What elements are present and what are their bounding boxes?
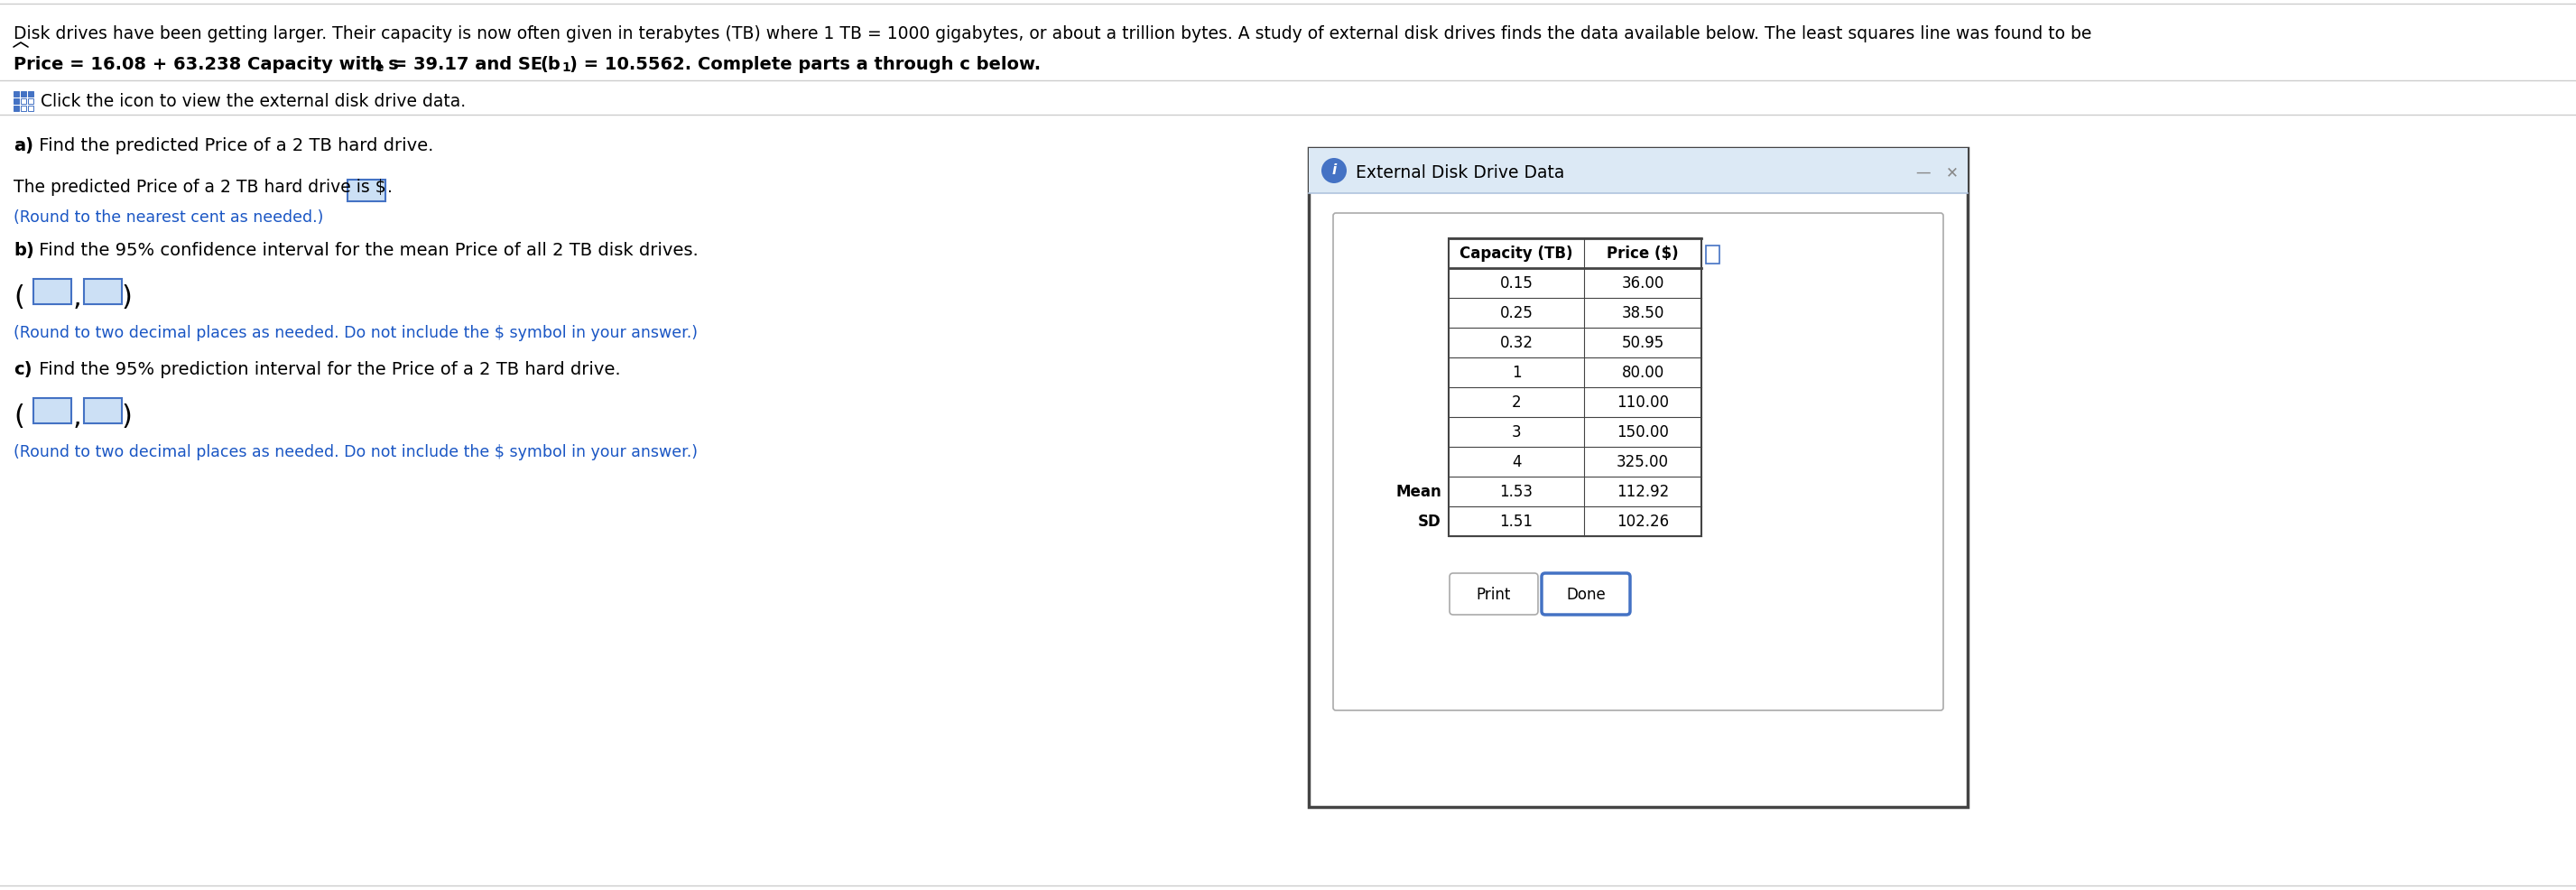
- Text: ✕: ✕: [1945, 164, 1958, 181]
- Text: 110.00: 110.00: [1618, 394, 1669, 410]
- Text: 2: 2: [1512, 394, 1522, 410]
- Bar: [1705, 247, 1718, 264]
- Text: a): a): [13, 137, 33, 154]
- Text: Mean: Mean: [1396, 484, 1443, 500]
- Text: (Round to two decimal places as needed. Do not include the $ symbol in your answ: (Round to two decimal places as needed. …: [13, 443, 698, 460]
- Text: .: .: [386, 179, 392, 196]
- Bar: [13, 99, 18, 105]
- Text: Capacity (TB): Capacity (TB): [1461, 246, 1574, 262]
- Bar: [28, 99, 33, 105]
- Text: Disk drives have been getting larger. Their capacity is now often given in terab: Disk drives have been getting larger. Th…: [13, 25, 2092, 43]
- Text: i: i: [1332, 164, 1337, 177]
- Text: 0.25: 0.25: [1499, 305, 1533, 321]
- FancyBboxPatch shape: [1450, 573, 1538, 615]
- Text: ,: ,: [72, 284, 82, 311]
- Text: ,: ,: [72, 403, 82, 429]
- Circle shape: [1321, 158, 1347, 184]
- Text: ): ): [121, 284, 131, 311]
- Text: Find the 95% confidence interval for the mean Price of all 2 TB disk drives.: Find the 95% confidence interval for the…: [33, 242, 698, 259]
- Text: c): c): [13, 360, 31, 378]
- Text: Print: Print: [1476, 587, 1512, 603]
- Text: 50.95: 50.95: [1620, 335, 1664, 352]
- Text: 1.51: 1.51: [1499, 514, 1533, 530]
- Text: 112.92: 112.92: [1615, 484, 1669, 500]
- Bar: [21, 92, 26, 97]
- Text: —: —: [1917, 164, 1929, 181]
- Bar: [1309, 149, 1968, 194]
- Text: (: (: [13, 403, 23, 429]
- Text: 1: 1: [562, 61, 569, 74]
- Bar: [13, 107, 18, 112]
- Text: Find the 95% prediction interval for the Price of a 2 TB hard drive.: Find the 95% prediction interval for the…: [33, 360, 621, 378]
- Bar: [21, 107, 26, 112]
- Bar: [1309, 149, 1968, 807]
- Text: External Disk Drive Data: External Disk Drive Data: [1355, 165, 1564, 182]
- Text: 38.50: 38.50: [1620, 305, 1664, 321]
- Text: Price ($): Price ($): [1607, 246, 1680, 262]
- Bar: [13, 92, 18, 97]
- Text: 80.00: 80.00: [1620, 365, 1664, 381]
- Bar: [33, 279, 72, 304]
- Text: b): b): [13, 242, 33, 259]
- Bar: [85, 399, 121, 424]
- Text: 102.26: 102.26: [1618, 514, 1669, 530]
- Text: 3: 3: [1512, 425, 1522, 441]
- Text: (Round to two decimal places as needed. Do not include the $ symbol in your answ: (Round to two decimal places as needed. …: [13, 325, 698, 341]
- Text: Price = 16.08 + 63.238 Capacity with s: Price = 16.08 + 63.238 Capacity with s: [13, 56, 399, 73]
- Text: ) = 10.5562. Complete parts a through c below.: ) = 10.5562. Complete parts a through c …: [569, 56, 1041, 73]
- Text: ): ): [121, 403, 131, 429]
- Bar: [33, 399, 72, 424]
- Bar: [28, 92, 33, 97]
- Text: The predicted Price of a 2 TB hard drive is $: The predicted Price of a 2 TB hard drive…: [13, 179, 386, 196]
- Text: 1: 1: [1512, 365, 1522, 381]
- FancyBboxPatch shape: [1540, 573, 1631, 615]
- Bar: [85, 279, 121, 304]
- Text: e: e: [374, 61, 384, 74]
- Bar: [1448, 239, 1700, 537]
- Text: Click the icon to view the external disk drive data.: Click the icon to view the external disk…: [41, 93, 466, 110]
- Bar: [28, 107, 33, 112]
- Text: Find the predicted Price of a 2 TB hard drive.: Find the predicted Price of a 2 TB hard …: [33, 137, 433, 154]
- Text: 0.32: 0.32: [1499, 335, 1533, 352]
- FancyBboxPatch shape: [1334, 214, 1942, 710]
- Text: SD: SD: [1419, 514, 1443, 530]
- Text: 1.53: 1.53: [1499, 484, 1533, 500]
- Text: 150.00: 150.00: [1618, 425, 1669, 441]
- Text: 4: 4: [1512, 454, 1520, 470]
- Text: (: (: [13, 284, 23, 311]
- Bar: [21, 99, 26, 105]
- Text: = 39.17 and SE: = 39.17 and SE: [386, 56, 544, 73]
- Text: Done: Done: [1566, 587, 1605, 603]
- Text: (Round to the nearest cent as needed.): (Round to the nearest cent as needed.): [13, 209, 325, 225]
- Text: 0.15: 0.15: [1499, 276, 1533, 292]
- Bar: [348, 181, 386, 202]
- Text: 325.00: 325.00: [1618, 454, 1669, 470]
- Text: 36.00: 36.00: [1620, 276, 1664, 292]
- Text: (b: (b: [541, 56, 562, 73]
